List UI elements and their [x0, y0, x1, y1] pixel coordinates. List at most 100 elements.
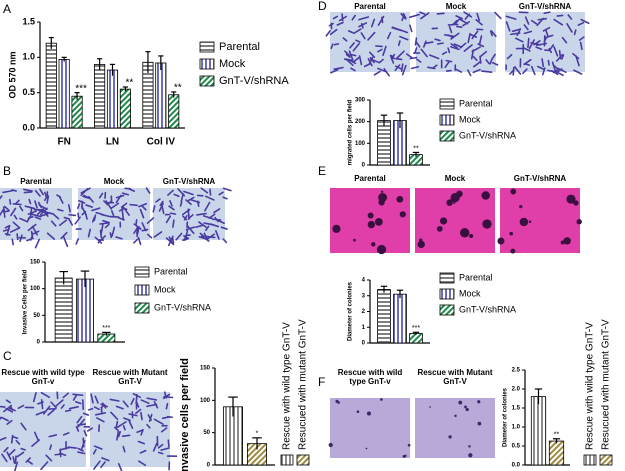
micrograph-background: [415, 398, 495, 458]
cell: [111, 226, 116, 237]
cell: [414, 37, 418, 46]
cell: [26, 237, 34, 242]
cell: [62, 392, 70, 399]
cell: [148, 413, 153, 423]
micrograph-background: [0, 392, 86, 467]
cell: [11, 189, 17, 192]
cell: [333, 43, 340, 46]
cell: [523, 62, 531, 66]
cell: [93, 460, 101, 470]
colony: [563, 237, 571, 245]
cell: [76, 415, 83, 424]
cell: [100, 213, 110, 218]
cell: [209, 188, 212, 196]
cell: [481, 70, 493, 73]
legend-swatch: [439, 114, 455, 126]
cell: [100, 461, 106, 469]
cell: [579, 41, 583, 51]
colony: [477, 400, 481, 404]
cell: [522, 46, 531, 52]
cell: [67, 204, 71, 213]
cell: [110, 202, 120, 209]
colony: [464, 405, 467, 409]
significance-marker: ***: [412, 325, 420, 332]
cell: [51, 212, 60, 220]
error-bar: [396, 289, 404, 299]
colony: [465, 407, 469, 412]
cell: [0, 208, 5, 217]
cell: [59, 452, 67, 457]
cell: [87, 407, 94, 411]
cell: [160, 427, 168, 433]
cell: [74, 400, 82, 405]
cell: [414, 47, 418, 54]
cell: [31, 439, 41, 447]
cell: [515, 37, 524, 43]
legend-swatch: [199, 41, 215, 53]
cell: [6, 224, 11, 236]
error-bar: [380, 114, 388, 126]
cell: [72, 394, 78, 401]
cell: [77, 203, 81, 210]
cell: [329, 28, 338, 36]
cell: [62, 432, 70, 436]
cell: [167, 189, 174, 196]
cell: [68, 213, 77, 217]
x-tick-label: Col IV: [147, 137, 176, 148]
bar: [119, 88, 131, 129]
cell: [64, 409, 72, 412]
cell: [455, 68, 463, 73]
error-bar: [171, 91, 177, 98]
cell: [133, 238, 139, 244]
legend-swatch: [599, 454, 613, 466]
colony: [365, 447, 368, 450]
cell: [358, 55, 363, 66]
cell: [75, 238, 80, 245]
cell: [56, 208, 64, 212]
cell: [105, 200, 113, 210]
cell: [99, 222, 110, 225]
cell: [136, 226, 140, 238]
colony: [402, 454, 406, 458]
colony: [446, 199, 453, 206]
cell: [198, 221, 207, 228]
y-tick-label: 0.0: [22, 122, 35, 132]
cell: [120, 202, 128, 208]
error-bar: [97, 58, 103, 71]
cell: [187, 208, 190, 220]
cell: [6, 419, 13, 425]
cell: [391, 26, 400, 31]
cell: [205, 225, 210, 232]
cell: [0, 195, 3, 200]
colony: [497, 237, 505, 245]
cell: [333, 66, 344, 71]
y-tick-label: 100: [30, 286, 41, 292]
cell: [3, 404, 13, 413]
cell: [171, 237, 175, 244]
cell: [409, 24, 413, 33]
error-bar: [61, 56, 67, 62]
cell: [573, 69, 583, 75]
cell: [100, 223, 104, 235]
cell: [527, 37, 530, 49]
y-axis-label: Diameter of colonies: [348, 281, 354, 341]
colony: [573, 200, 579, 206]
cell: [177, 188, 186, 197]
colony: [482, 219, 492, 229]
error-bar: [380, 285, 388, 293]
cell: [9, 227, 21, 233]
cell: [115, 405, 124, 410]
image-label: Parental: [20, 177, 52, 186]
image-label: Rescue with Mutant GnT-V: [417, 368, 493, 386]
cell: [551, 61, 557, 72]
cell: [129, 203, 138, 207]
cell: [55, 399, 64, 407]
bar: [393, 293, 407, 344]
cell: [60, 404, 65, 409]
error-bar: [534, 388, 543, 405]
cell: [146, 423, 151, 429]
cell: [547, 59, 550, 66]
cell: [450, 32, 460, 40]
cell: [167, 439, 170, 448]
